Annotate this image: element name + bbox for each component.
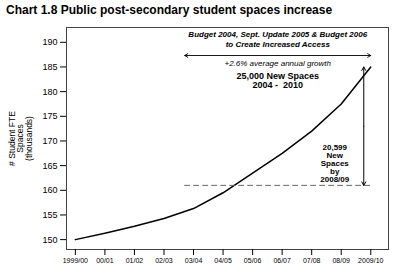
svg-text:1999/00: 1999/00 — [63, 257, 88, 264]
svg-text:03/04: 03/04 — [185, 257, 203, 264]
svg-text:+2.6% average annual growth: +2.6% average annual growth — [224, 59, 331, 68]
svg-text:02/03: 02/03 — [155, 257, 173, 264]
svg-text:# Student FTESpaces(thousands): # Student FTESpaces(thousands) — [7, 111, 34, 166]
svg-text:165: 165 — [42, 161, 57, 171]
svg-text:to Create Increased Access: to Create Increased Access — [226, 40, 331, 49]
svg-text:175: 175 — [42, 111, 57, 121]
svg-text:00/01: 00/01 — [96, 257, 114, 264]
svg-text:190: 190 — [42, 37, 57, 47]
svg-text:04/05: 04/05 — [214, 257, 232, 264]
svg-text:07/08: 07/08 — [303, 257, 321, 264]
svg-text:20,599NewSpacesby2008/09: 20,599NewSpacesby2008/09 — [320, 143, 349, 184]
svg-text:180: 180 — [42, 87, 57, 97]
html-text:Chart 1.8 Public post-secondar: Chart 1.8 Public post-secondary student … — [6, 3, 333, 17]
svg-text:2009/10: 2009/10 — [358, 257, 383, 264]
svg-text:25,000 New Spaces2004 - 2010: 25,000 New Spaces2004 - 2010 — [236, 71, 319, 91]
svg-text:185: 185 — [42, 62, 57, 72]
svg-text:01/02: 01/02 — [126, 257, 144, 264]
svg-text:Budget 2004, Sept. Update 2005: Budget 2004, Sept. Update 2005 & Budget … — [188, 30, 367, 39]
svg-text:155: 155 — [42, 210, 57, 220]
svg-text:08/09: 08/09 — [332, 257, 350, 264]
svg-text:170: 170 — [42, 136, 57, 146]
svg-text:05/06: 05/06 — [244, 257, 262, 264]
svg-text:150: 150 — [42, 235, 57, 245]
svg-text:160: 160 — [42, 185, 57, 195]
svg-text:06/07: 06/07 — [273, 257, 291, 264]
